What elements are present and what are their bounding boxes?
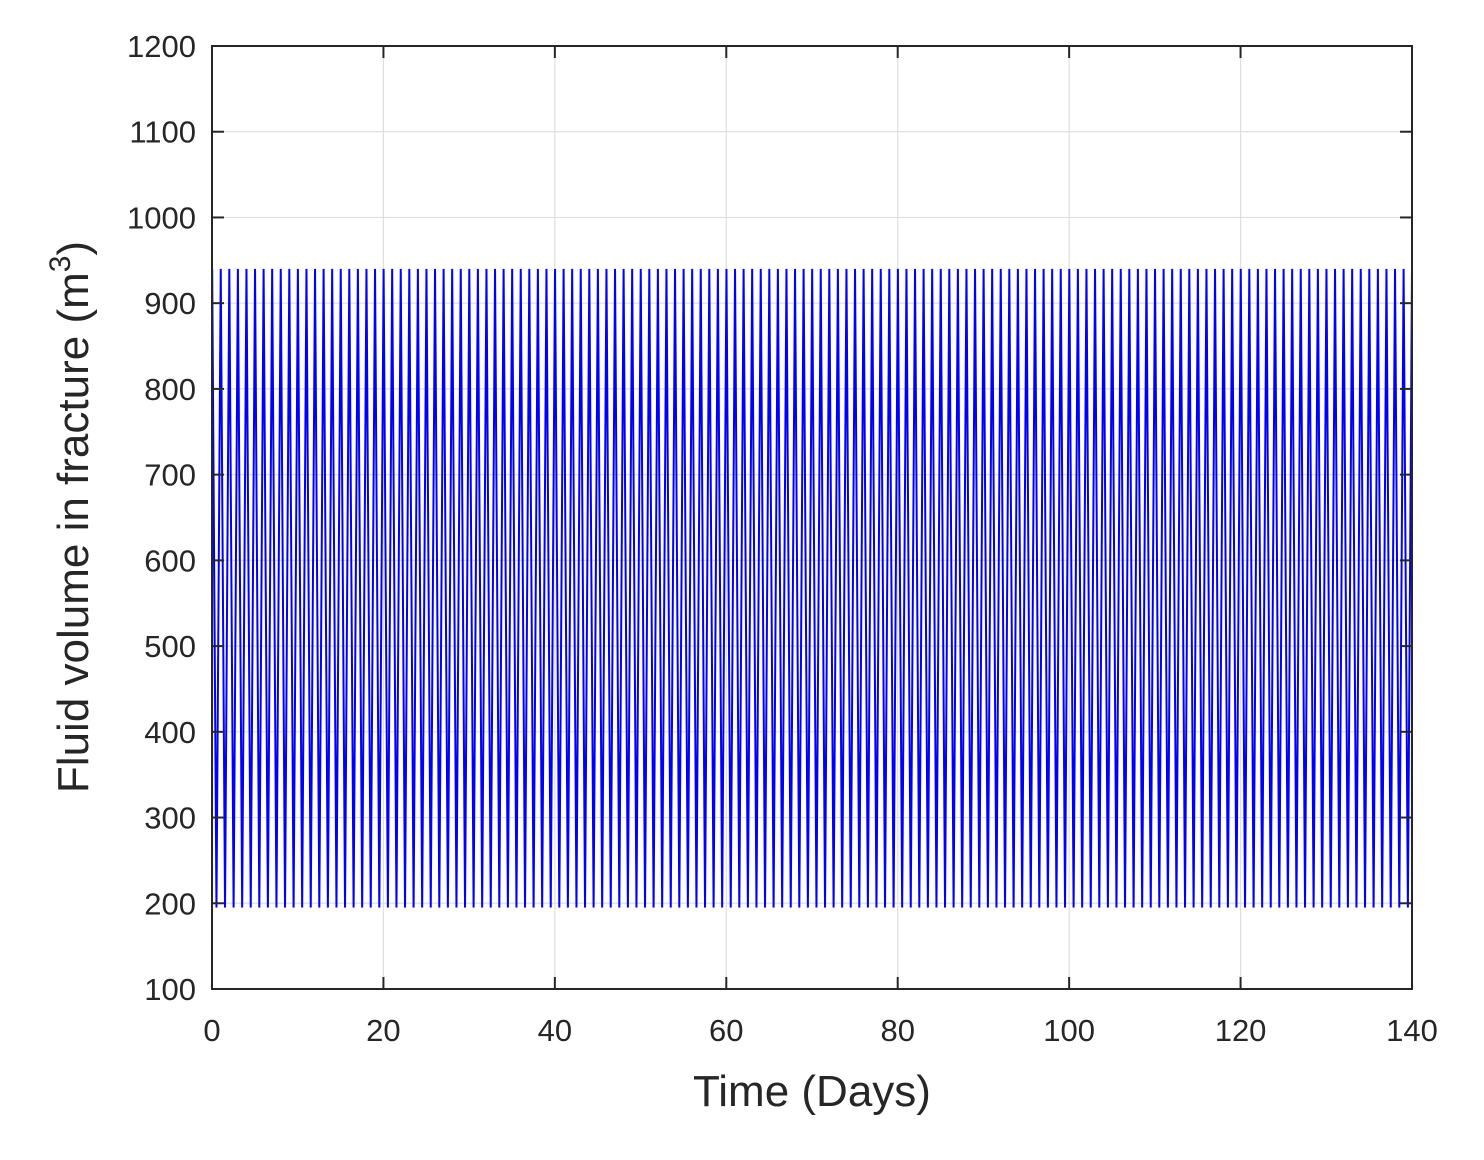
y-tick-label: 1100 bbox=[129, 115, 196, 150]
x-tick-label: 80 bbox=[880, 1013, 914, 1048]
x-tick-label: 0 bbox=[203, 1013, 220, 1048]
x-tick-label: 120 bbox=[1215, 1013, 1267, 1048]
y-axis-title-suffix: ) bbox=[49, 241, 98, 256]
y-tick-label: 500 bbox=[144, 629, 196, 664]
x-tick-label: 140 bbox=[1386, 1013, 1438, 1048]
x-tick-labels: 0 20 40 60 80 100 120 140 bbox=[203, 1013, 1437, 1048]
y-tick-label: 800 bbox=[144, 372, 196, 407]
y-tick-label: 900 bbox=[144, 286, 196, 321]
series-layer bbox=[211, 268, 1413, 990]
y-tick-label: 1200 bbox=[127, 29, 196, 64]
y-axis-title-main: Fluid volume in fracture (m bbox=[49, 272, 98, 793]
x-tick-label: 40 bbox=[538, 1013, 572, 1048]
series-line bbox=[211, 268, 1413, 990]
y-tick-label: 300 bbox=[144, 801, 196, 836]
x-tick-label: 100 bbox=[1043, 1013, 1095, 1048]
x-tick-label: 20 bbox=[366, 1013, 400, 1048]
y-tick-label: 700 bbox=[144, 458, 196, 493]
y-tick-label: 200 bbox=[144, 886, 196, 921]
y-tick-label: 100 bbox=[144, 972, 196, 1007]
y-tick-labels: 100 200 300 400 500 600 700 800 900 1000 1100 1200 bbox=[127, 29, 196, 1007]
x-tick-label: 60 bbox=[709, 1013, 743, 1048]
y-tick-label: 400 bbox=[144, 715, 196, 750]
plot-area-background bbox=[212, 46, 1412, 989]
plot-area-frame bbox=[211, 45, 1413, 990]
x-axis-title: Time (Days) bbox=[693, 1067, 931, 1116]
y-tick-label: 1000 bbox=[127, 200, 196, 235]
y-axis-title-superscript: 3 bbox=[44, 256, 77, 273]
y-tick-label: 600 bbox=[144, 543, 196, 578]
y-axis-title: Fluid volume in fracture (m3) bbox=[44, 241, 98, 793]
tick-marks bbox=[211, 45, 1413, 990]
